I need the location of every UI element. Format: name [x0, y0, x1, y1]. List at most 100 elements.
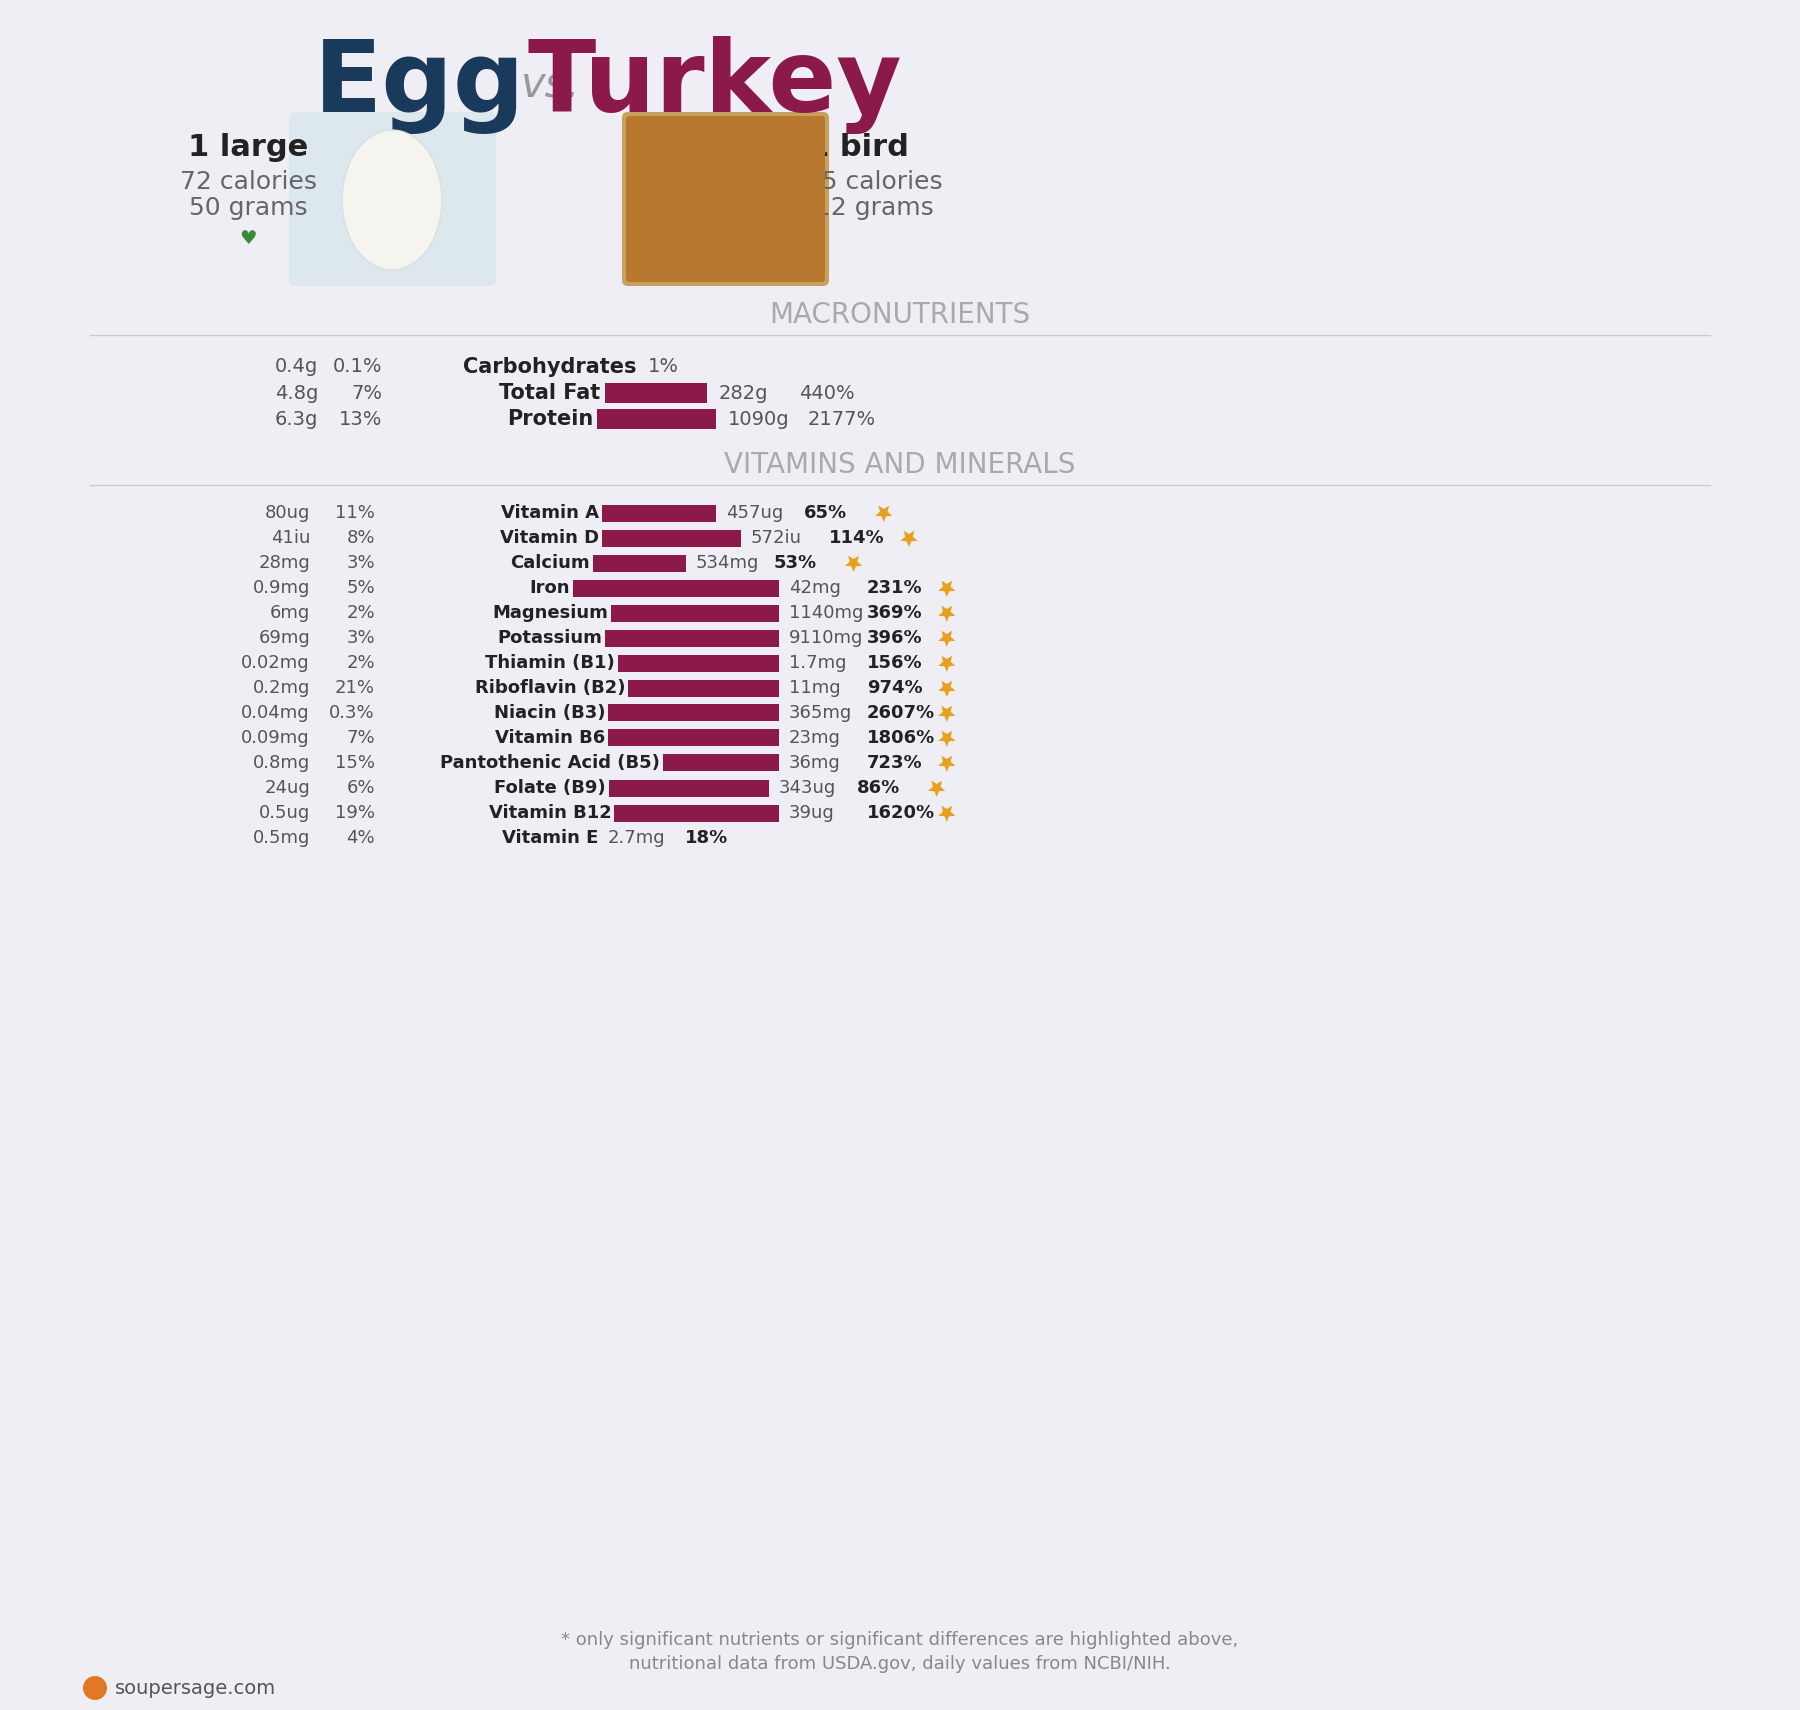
- Text: 1806%: 1806%: [868, 728, 934, 747]
- Text: 1 large: 1 large: [187, 133, 308, 162]
- Bar: [553, 829, 598, 846]
- Text: 156%: 156%: [868, 653, 922, 672]
- Text: 69mg: 69mg: [257, 629, 310, 646]
- Text: 114%: 114%: [830, 528, 884, 547]
- Text: 1620%: 1620%: [868, 804, 934, 823]
- Text: 440%: 440%: [799, 383, 855, 402]
- Polygon shape: [938, 805, 956, 823]
- Text: 19%: 19%: [335, 804, 374, 823]
- Text: * only significant nutrients or significant differences are highlighted above,: * only significant nutrients or signific…: [562, 1631, 1238, 1648]
- Text: 0.1%: 0.1%: [333, 357, 382, 376]
- Text: 0.5ug: 0.5ug: [259, 804, 310, 823]
- Text: 3812 grams: 3812 grams: [783, 197, 934, 221]
- Text: vs.: vs.: [520, 63, 580, 106]
- Polygon shape: [844, 556, 862, 573]
- Text: Potassium: Potassium: [497, 629, 603, 646]
- Text: ♥: ♥: [239, 229, 257, 248]
- Bar: [553, 754, 779, 771]
- Text: 369%: 369%: [868, 604, 922, 622]
- Text: 231%: 231%: [868, 580, 922, 597]
- Text: 9110mg: 9110mg: [788, 629, 864, 646]
- Text: 2%: 2%: [346, 653, 374, 672]
- Text: Carbohydrates: Carbohydrates: [463, 357, 637, 376]
- Text: 396%: 396%: [868, 629, 922, 646]
- Text: 1 bird: 1 bird: [808, 133, 909, 162]
- Bar: [533, 409, 551, 429]
- Text: 1140mg: 1140mg: [788, 604, 864, 622]
- Text: MACRONUTRIENTS: MACRONUTRIENTS: [769, 301, 1031, 328]
- Bar: [553, 357, 556, 376]
- Text: 1.7mg: 1.7mg: [788, 653, 846, 672]
- Polygon shape: [938, 581, 956, 597]
- Text: 4%: 4%: [346, 829, 374, 846]
- Text: Vitamin D: Vitamin D: [500, 528, 599, 547]
- Ellipse shape: [342, 130, 443, 270]
- Text: 0.5mg: 0.5mg: [252, 829, 310, 846]
- Text: 42mg: 42mg: [788, 580, 841, 597]
- Text: 86%: 86%: [857, 780, 900, 797]
- FancyBboxPatch shape: [623, 111, 830, 286]
- Bar: [553, 780, 769, 797]
- Text: 6%: 6%: [346, 780, 374, 797]
- Polygon shape: [938, 655, 956, 672]
- Text: Vitamin A: Vitamin A: [500, 504, 599, 522]
- Text: Vitamin E: Vitamin E: [502, 829, 598, 846]
- Text: 6mg: 6mg: [270, 604, 310, 622]
- Text: 534mg: 534mg: [695, 554, 760, 573]
- Text: 11%: 11%: [335, 504, 374, 522]
- Text: 282g: 282g: [718, 383, 769, 402]
- Text: Vitamin B6: Vitamin B6: [495, 728, 605, 747]
- Text: 365mg: 365mg: [788, 705, 851, 722]
- Polygon shape: [938, 706, 956, 722]
- Bar: [553, 679, 779, 696]
- Text: 23mg: 23mg: [788, 728, 841, 747]
- Text: 1090g: 1090g: [727, 409, 790, 429]
- Polygon shape: [938, 681, 956, 698]
- Text: 21%: 21%: [335, 679, 374, 698]
- Text: 2.3g: 2.3g: [567, 357, 610, 376]
- Text: 343ug: 343ug: [779, 780, 835, 797]
- Text: 7%: 7%: [351, 383, 382, 402]
- Text: 0.09mg: 0.09mg: [241, 728, 310, 747]
- Text: Pantothenic Acid (B5): Pantothenic Acid (B5): [439, 754, 661, 771]
- Text: 24ug: 24ug: [265, 780, 310, 797]
- Bar: [540, 530, 551, 547]
- Bar: [553, 605, 779, 621]
- Bar: [553, 554, 686, 571]
- Text: 2177%: 2177%: [808, 409, 877, 429]
- Text: 11mg: 11mg: [788, 679, 841, 698]
- Text: 0.3%: 0.3%: [329, 705, 374, 722]
- Bar: [553, 383, 707, 404]
- Text: 723%: 723%: [868, 754, 922, 771]
- Text: Folate (B9): Folate (B9): [495, 780, 607, 797]
- Bar: [536, 504, 551, 522]
- Text: 80ug: 80ug: [265, 504, 310, 522]
- Bar: [547, 605, 551, 621]
- Text: 0.8mg: 0.8mg: [252, 754, 310, 771]
- Text: Niacin (B3): Niacin (B3): [495, 705, 607, 722]
- Text: nutritional data from USDA.gov, daily values from NCBI/NIH.: nutritional data from USDA.gov, daily va…: [630, 1655, 1170, 1672]
- Text: 15%: 15%: [335, 754, 374, 771]
- Text: 13%: 13%: [338, 409, 382, 429]
- Text: 0.2mg: 0.2mg: [252, 679, 310, 698]
- Text: Vitamin B12: Vitamin B12: [488, 804, 612, 823]
- Text: Calcium: Calcium: [509, 554, 590, 573]
- Bar: [553, 504, 716, 522]
- Text: 41iu: 41iu: [270, 528, 310, 547]
- Polygon shape: [875, 506, 893, 522]
- Text: 28mg: 28mg: [257, 554, 310, 573]
- Text: 0.02mg: 0.02mg: [241, 653, 310, 672]
- Bar: [526, 679, 551, 696]
- Text: 2607%: 2607%: [868, 705, 934, 722]
- Text: 7205 calories: 7205 calories: [774, 169, 943, 193]
- Text: 36mg: 36mg: [788, 754, 841, 771]
- Bar: [544, 580, 551, 597]
- Text: Riboflavin (B2): Riboflavin (B2): [475, 679, 625, 698]
- Text: 2.7mg: 2.7mg: [607, 829, 664, 846]
- Text: 18%: 18%: [686, 829, 729, 846]
- Text: Egg: Egg: [315, 36, 526, 133]
- Bar: [544, 730, 551, 747]
- Text: 6.3g: 6.3g: [275, 409, 319, 429]
- Text: 3%: 3%: [346, 629, 374, 646]
- Text: Protein: Protein: [508, 409, 594, 429]
